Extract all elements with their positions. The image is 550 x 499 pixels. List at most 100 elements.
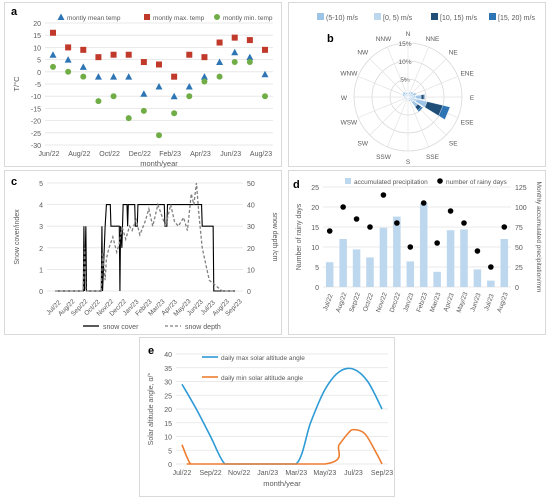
legend-label: [10, 15) m/s	[440, 15, 477, 22]
x-tick-label: Aug/22	[68, 151, 90, 158]
rainy-days-point	[380, 192, 387, 198]
chart-d: 0 5 10 15 20 25 0 25 50 75 100 125 Jul/22 Aug/22 Sep/2…	[296, 178, 542, 314]
precipitation-bar	[473, 269, 482, 287]
y2-tick-label: 40	[247, 203, 255, 210]
legend-marker	[57, 13, 65, 20]
x-tick-label: Sep/23	[371, 470, 393, 477]
panel-label-e: e	[148, 345, 155, 357]
data-point-square	[216, 39, 223, 46]
x-tick-label: Feb/23	[159, 151, 181, 158]
y2-tick-label: 0	[247, 289, 251, 296]
y2-tick-label: 75	[515, 225, 523, 232]
ring-label: 10%	[398, 59, 411, 66]
snow-cover-line	[55, 204, 235, 292]
data-point-circle	[186, 93, 193, 100]
panel-a: -30 -25 -20 -15 -10 -5 0 5 10 15 20 Jun/22 Aug/22 Oct…	[4, 2, 282, 168]
legend-label: snow cover	[103, 324, 139, 331]
x-tick-label: Jul/23	[344, 470, 363, 477]
data-point-triangle	[246, 53, 254, 61]
data-point-square	[80, 46, 87, 53]
y-tick-label: 10	[164, 435, 172, 442]
min-angle-line	[181, 428, 383, 465]
data-point-circle	[65, 68, 72, 75]
precipitation-bar	[379, 227, 388, 287]
y-tick-label: 4	[39, 203, 43, 210]
legend-label: montly min. temp	[223, 15, 273, 22]
direction-label: NNW	[376, 36, 392, 43]
y-tick-label: 5	[39, 181, 43, 188]
y-tick-label: 30	[164, 380, 172, 387]
data-point-square	[262, 46, 268, 53]
data-point-circle	[110, 93, 117, 100]
direction-label: W	[341, 95, 348, 102]
y-axis-label: Snow cover/index	[14, 209, 21, 265]
direction-label: NNE	[426, 36, 440, 43]
data-point-circle	[171, 110, 178, 117]
x-tick-label: Jul/22	[322, 293, 335, 312]
chart-b: (5-10) m/s [0, 5) m/s [10, 15) m/s [15, 20)…	[317, 13, 535, 166]
precipitation-bar	[433, 271, 441, 287]
data-point-triangle	[200, 73, 208, 80]
wind-petal	[404, 97, 407, 99]
x-tick-label: Jun/23	[469, 292, 482, 313]
y-tick-label: 10	[311, 245, 319, 252]
x-tick-label: Dec/22	[129, 151, 151, 158]
precipitation-bar	[406, 261, 415, 287]
y-tick-label: 1	[39, 267, 43, 274]
rainy-days-point	[501, 224, 508, 230]
data-point-triangle	[94, 73, 102, 80]
y-axis-label: Number of rainy days	[296, 203, 303, 270]
x-tick-label: Jun/23	[220, 151, 241, 158]
y2-axis-label: Monthly accumulated precipitation/mm	[535, 182, 542, 293]
spoke	[407, 58, 447, 98]
legend-label: snow depth	[185, 324, 221, 331]
wind-petal	[408, 99, 411, 102]
direction-label: S	[406, 159, 411, 166]
data-point-circle	[216, 73, 223, 80]
data-point-circle	[201, 78, 208, 85]
precipitation-bar	[500, 239, 509, 287]
x-tick-label: Feb/23	[416, 291, 430, 313]
x-tick-label: Apr/23	[190, 151, 211, 158]
chart-a: -30 -25 -20 -15 -10 -5 0 5 10 15 20 Jun/22 Aug/22 Oct…	[12, 13, 273, 168]
direction-label: SE	[449, 140, 458, 147]
data-point-square	[231, 34, 238, 41]
y-tick-label: 5	[37, 58, 41, 65]
direction-label: WSW	[341, 119, 358, 126]
data-point-square	[65, 44, 72, 51]
precipitation-bar	[446, 230, 455, 287]
wind-petal	[405, 97, 408, 100]
x-tick-label: Oct/22	[99, 151, 120, 158]
x-axis-label: month/year	[140, 159, 178, 168]
rainy-days-point	[474, 248, 481, 254]
data-point-circle	[140, 107, 147, 114]
x-tick-label: Aug/23	[250, 151, 272, 158]
legend-label: number of rainy days	[446, 179, 507, 186]
rainy-days-point	[340, 204, 346, 210]
legend-swatch	[374, 13, 381, 20]
data-point-square	[246, 37, 253, 44]
spoke	[387, 46, 409, 98]
data-point-triangle	[49, 51, 57, 58]
y-tick-label: 0	[37, 70, 41, 77]
legend-swatch	[431, 13, 438, 20]
ring-label: 5%	[400, 77, 410, 84]
legend-label: daily min solar altitude angle	[221, 375, 303, 382]
x-tick-label: Jun/22	[38, 151, 59, 158]
direction-label: SSE	[426, 154, 440, 161]
rainy-days-point	[407, 244, 414, 250]
y-tick-label: -30	[31, 143, 41, 150]
x-tick-label: Jan/23	[257, 470, 278, 477]
data-point-triangle	[140, 90, 148, 97]
wind-petal	[421, 94, 425, 100]
chart-e: 0 5 10 15 20 25 30 35 40 Jul/22 Sep/22 Nov/22 Jan/23…	[147, 352, 393, 488]
y-tick-label: 5	[168, 448, 172, 455]
data-point-square	[110, 51, 117, 58]
y2-tick-label: 50	[247, 181, 255, 188]
spoke	[369, 96, 409, 136]
data-point-circle	[80, 73, 87, 80]
y-tick-label: -20	[31, 119, 41, 126]
direction-label: N	[406, 31, 411, 38]
data-point-triangle	[216, 58, 224, 66]
direction-label: NE	[449, 50, 459, 57]
